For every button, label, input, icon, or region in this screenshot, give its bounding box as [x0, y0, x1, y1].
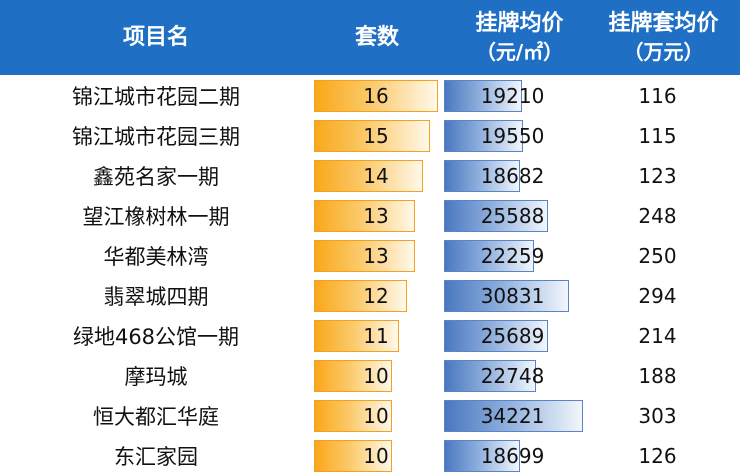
price-value: 25588 — [480, 204, 545, 228]
table-row: 望江橡树林一期 13 25588 248 — [0, 196, 740, 236]
sets-value: 10 — [363, 364, 389, 388]
sets-bar — [314, 120, 431, 152]
table-row: 鑫苑名家一期 14 18682 123 — [0, 156, 740, 196]
sets-value: 10 — [363, 444, 389, 468]
price-bar — [444, 400, 583, 432]
avg-total-value: 123 — [638, 164, 677, 188]
project-name: 华都美林湾 — [103, 245, 209, 269]
avg-total-value: 250 — [638, 244, 677, 268]
price-bar — [444, 320, 549, 352]
table-row: 摩玛城 10 22748 188 — [0, 356, 740, 396]
header-avg-price: 挂牌均价 （元/㎡） — [442, 0, 597, 75]
header-project-name-label: 项目名 — [122, 24, 189, 50]
price-bar — [444, 80, 523, 112]
sets-bar — [314, 200, 415, 232]
project-name: 望江橡树林一期 — [82, 205, 230, 229]
sets-value: 13 — [363, 204, 389, 228]
avg-total-value: 303 — [638, 404, 677, 428]
sets-bar — [314, 360, 392, 392]
sets-bar — [314, 240, 415, 272]
header-avg-total: 挂牌套均价 （万元） — [597, 0, 730, 75]
avg-total-value: 116 — [638, 84, 677, 108]
project-name: 鑫苑名家一期 — [93, 165, 219, 189]
price-bar — [444, 440, 520, 472]
sets-bar — [314, 440, 392, 472]
table-row: 华都美林湾 13 22259 250 — [0, 236, 740, 276]
table-row: 东汇家园 10 18699 126 — [0, 436, 740, 476]
price-value: 34221 — [480, 404, 545, 428]
sets-bar — [314, 80, 438, 112]
price-value: 19550 — [480, 124, 545, 148]
avg-total-value: 214 — [638, 324, 677, 348]
project-name: 恒大都汇华庭 — [93, 405, 219, 429]
header-project-name: 项目名 — [0, 0, 312, 75]
avg-total-value: 115 — [638, 124, 677, 148]
sets-value: 10 — [363, 404, 389, 428]
sets-value: 11 — [363, 324, 389, 348]
avg-total-value: 188 — [638, 364, 677, 388]
sets-bar — [314, 320, 400, 352]
table-row: 绿地468公馆一期 11 25689 214 — [0, 316, 740, 356]
avg-total-value: 126 — [638, 444, 677, 468]
price-bar — [444, 200, 548, 232]
sets-value: 14 — [363, 164, 389, 188]
price-bar — [444, 160, 520, 192]
price-bar — [444, 240, 535, 272]
project-name: 锦江城市花园三期 — [72, 125, 240, 149]
price-value: 22259 — [480, 244, 545, 268]
price-value: 25689 — [480, 324, 545, 348]
sets-bar — [314, 160, 423, 192]
project-name: 东汇家园 — [114, 445, 198, 469]
header-sets: 套数 — [312, 0, 442, 75]
project-name: 绿地468公馆一期 — [72, 325, 240, 349]
header-avg-total-unit: （万元） — [623, 39, 704, 64]
header-avg-total-label: 挂牌套均价 — [608, 10, 719, 36]
table-row: 翡翠城四期 12 30831 294 — [0, 276, 740, 316]
avg-total-value: 294 — [638, 284, 677, 308]
project-name: 摩玛城 — [124, 365, 188, 389]
project-name: 翡翠城四期 — [103, 285, 209, 309]
header-avg-price-unit: （元/㎡） — [475, 39, 564, 64]
sets-value: 12 — [363, 284, 389, 308]
price-bar — [444, 360, 537, 392]
table-row: 锦江城市花园三期 15 19550 115 — [0, 116, 740, 156]
header-sets-label: 套数 — [354, 24, 399, 50]
table-row: 恒大都汇华庭 10 34221 303 — [0, 396, 740, 436]
sets-value: 16 — [363, 84, 389, 108]
avg-total-value: 248 — [638, 204, 677, 228]
sets-bar — [314, 280, 407, 312]
price-bar — [444, 120, 524, 152]
table-header: 项目名 套数 挂牌均价 （元/㎡） 挂牌套均价 （万元） — [0, 0, 740, 75]
price-value: 30831 — [480, 284, 545, 308]
table-row: 锦江城市花园二期 16 19210 116 — [0, 76, 740, 116]
sets-value: 15 — [363, 124, 389, 148]
price-bar — [444, 280, 570, 312]
sets-value: 13 — [363, 244, 389, 268]
header-avg-price-label: 挂牌均价 — [475, 10, 564, 36]
price-value: 19210 — [480, 84, 545, 108]
price-value: 22748 — [480, 364, 545, 388]
sets-bar — [314, 400, 392, 432]
price-value: 18699 — [480, 444, 545, 468]
price-value: 18682 — [480, 164, 545, 188]
project-name: 锦江城市花园二期 — [72, 85, 240, 109]
